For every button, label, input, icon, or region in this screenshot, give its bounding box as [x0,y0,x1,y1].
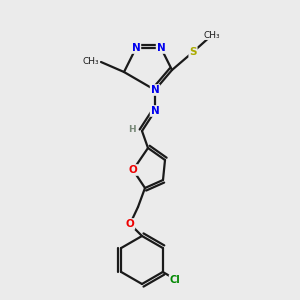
Text: CH₃: CH₃ [204,31,220,40]
Text: O: O [126,219,134,229]
Text: O: O [129,165,137,175]
Text: N: N [132,43,140,53]
Text: CH₃: CH₃ [82,58,99,67]
Text: Cl: Cl [169,275,180,285]
Text: H: H [128,124,136,134]
Text: S: S [189,47,197,57]
Text: N: N [157,43,165,53]
Text: N: N [151,106,159,116]
Text: N: N [151,85,159,95]
